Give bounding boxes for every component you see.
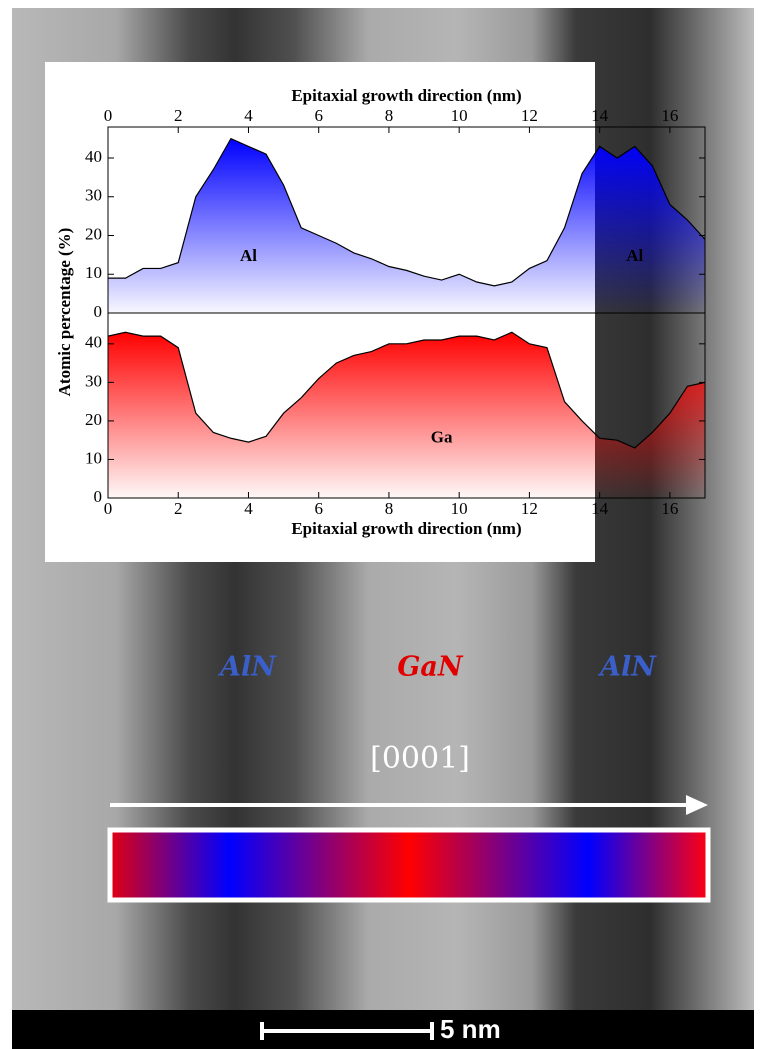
x-tick-label: 10 — [451, 106, 468, 125]
x-tick-label: 2 — [174, 499, 183, 518]
y-tick-label: 20 — [85, 224, 102, 243]
y-tick-label: 30 — [85, 371, 102, 390]
x-tick-label: 8 — [385, 499, 394, 518]
x-tick-label: 12 — [521, 499, 538, 518]
y-axis-label: Atomic percentage (%) — [55, 228, 74, 397]
x-tick-label: 12 — [521, 106, 538, 125]
x-axis-label: Epitaxial growth direction (nm) — [291, 519, 521, 538]
layer-label: GaN — [397, 652, 464, 683]
x-tick-label: 10 — [451, 499, 468, 518]
x-tick-label: 6 — [314, 499, 323, 518]
area-fill — [108, 138, 705, 313]
x-tick-label: 8 — [385, 106, 394, 125]
area-line — [107, 331, 706, 449]
annotation: Ga — [431, 428, 453, 447]
x-tick-label: 0 — [104, 499, 113, 518]
scale-label: 5 nm — [440, 1014, 501, 1044]
direction-label: [0001] — [370, 741, 470, 776]
composition-strip — [107, 827, 711, 903]
annotation: Al — [240, 246, 257, 265]
y-tick-label: 20 — [85, 410, 102, 429]
y-tick-label: 10 — [85, 448, 102, 467]
y-tick-label: 0 — [94, 487, 103, 506]
arrow-head — [686, 795, 708, 815]
x-tick-label: 14 — [591, 106, 609, 125]
x-tick-label: 14 — [591, 499, 609, 518]
x-axis-label: Epitaxial growth direction (nm) — [291, 86, 521, 105]
annotation: Al — [626, 246, 643, 265]
layer-label: AlN — [597, 652, 657, 683]
y-tick-label: 40 — [85, 147, 102, 166]
layer-label: AlN — [217, 652, 277, 683]
y-tick-label: 30 — [85, 186, 102, 205]
x-tick-label: 16 — [661, 106, 678, 125]
y-tick-label: 10 — [85, 263, 102, 282]
area-line — [108, 137, 706, 287]
x-tick-label: 6 — [314, 106, 323, 125]
x-tick-label: 4 — [244, 499, 253, 518]
y-tick-label: 0 — [94, 302, 103, 321]
area-fill — [108, 332, 705, 498]
y-tick-label: 40 — [85, 333, 102, 352]
x-tick-label: 2 — [174, 106, 183, 125]
x-tick-label: 0 — [104, 106, 113, 125]
x-tick-label: 16 — [661, 499, 678, 518]
x-tick-label: 4 — [244, 106, 253, 125]
plot-frame — [107, 312, 706, 499]
